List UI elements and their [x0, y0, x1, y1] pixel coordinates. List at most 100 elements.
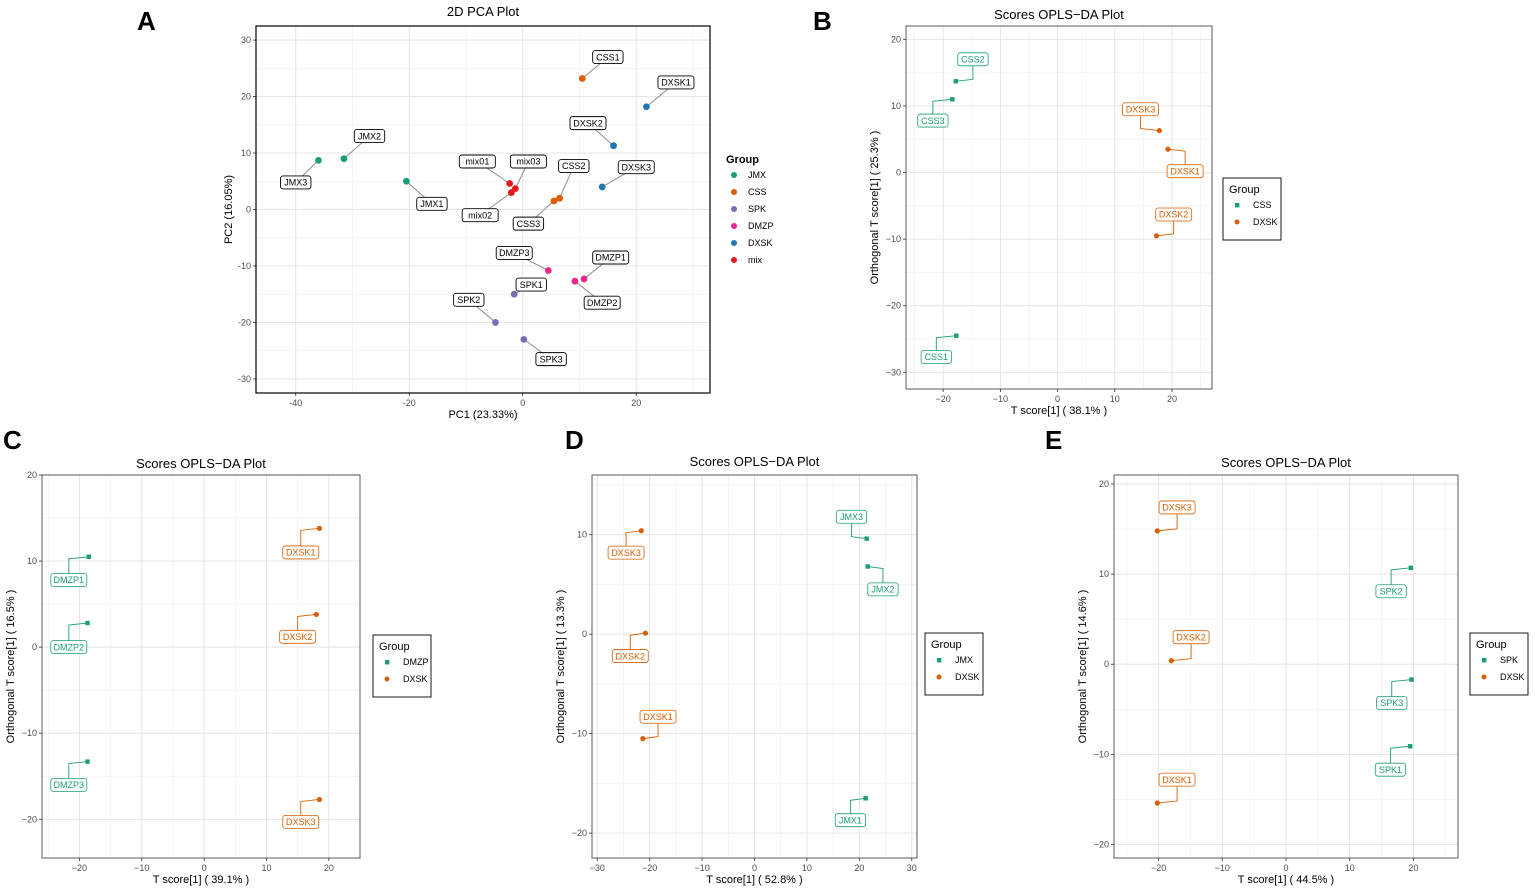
- point-label-box: [657, 75, 695, 90]
- legend-item-dmzp: DMZP: [403, 657, 429, 667]
- data-point-jmx3: [315, 156, 322, 164]
- y-tick-label: −20: [22, 814, 37, 824]
- data-point-dxsk3: [638, 528, 644, 534]
- y-tick-label: 20: [1099, 479, 1109, 489]
- y-tick-label: 10: [577, 530, 587, 540]
- x-tick-label: −10: [1215, 863, 1230, 873]
- chart-panel-c: −20 −10 0 10 20 −20 −10 0 10 20 Scores OPLS−DA Plo…: [5, 456, 432, 886]
- x-tick-label: −20: [642, 863, 657, 873]
- y-axis-title: Orthogonal T score[1] ( 25.3% ): [869, 131, 881, 285]
- legend-marker: [937, 658, 942, 663]
- legend-marker: [731, 189, 737, 195]
- y-tick-label: 0: [896, 168, 901, 178]
- x-tick-label: 20: [631, 398, 641, 408]
- legend-box: [924, 632, 984, 696]
- y-tick-label: 10: [891, 101, 901, 111]
- x-tick-label: 10: [1345, 863, 1355, 873]
- data-point-dmzp1: [580, 275, 588, 283]
- x-tick-label: 30: [907, 863, 917, 873]
- point-label: DMZP2: [587, 298, 618, 308]
- point-label-box: [920, 350, 952, 364]
- legend-title: Group: [1476, 639, 1507, 651]
- point-label-box: [453, 292, 485, 307]
- point-label: mix02: [468, 210, 492, 220]
- point-label: CSS1: [925, 352, 949, 362]
- point-label-box: [515, 277, 547, 292]
- data-point-dxsk3: [316, 796, 323, 803]
- point-label: JMX3: [284, 178, 307, 188]
- point-label: DXSK1: [1162, 775, 1192, 785]
- label-connector: [300, 527, 320, 546]
- y-tick-label: 0: [246, 205, 251, 215]
- legend-item-dxsk: DXSK: [403, 674, 428, 684]
- panel-letter-b: B: [813, 6, 832, 36]
- label-connector: [642, 723, 659, 740]
- x-tick-label: −20: [936, 394, 951, 404]
- point-label: DMZP1: [595, 253, 626, 263]
- x-tick-label: -40: [289, 398, 302, 408]
- data-point-jmx2: [865, 564, 870, 569]
- point-label-box: [592, 250, 630, 265]
- data-point-dxsk3: [598, 183, 606, 191]
- point-label: CSS2: [562, 161, 586, 171]
- legend-item-dxsk: DXSK: [1253, 217, 1278, 227]
- legend-box: [372, 634, 432, 698]
- label-connector: [68, 761, 88, 779]
- point-label-box: [458, 154, 496, 169]
- data-point-jmx3: [864, 536, 869, 541]
- legend-item-css: CSS: [748, 187, 767, 197]
- x-tick-label: 20: [1408, 863, 1418, 873]
- data-point-mix01: [506, 180, 514, 187]
- label-connector: [300, 799, 320, 816]
- label-connector: [851, 523, 867, 540]
- legend-marker: [731, 223, 737, 229]
- plot-border: [591, 474, 918, 859]
- data-point-dmzp3: [85, 759, 90, 764]
- legend-marker: [731, 172, 737, 178]
- point-label-box: [1166, 164, 1204, 179]
- y-tick-label: 20: [27, 470, 37, 480]
- legend-box: [1469, 632, 1529, 696]
- x-axis-title: T score[1] ( 38.1% ): [1011, 405, 1107, 417]
- legend: Group SPK DXSK: [1469, 632, 1529, 696]
- point-label-box: [535, 352, 567, 367]
- point-label-box: [1376, 696, 1408, 710]
- x-tick-label: −20: [1151, 863, 1166, 873]
- legend-marker: [731, 257, 737, 263]
- data-point-css3: [550, 197, 558, 205]
- data-point-dxsk1: [640, 736, 646, 742]
- plot-border: [41, 474, 361, 859]
- point-label: DMZP1: [54, 575, 85, 585]
- label-connector: [935, 335, 957, 351]
- point-label-box: [611, 649, 649, 663]
- x-axis-title: T score[1] ( 39.1% ): [153, 874, 249, 886]
- y-tick-label: 0: [1104, 659, 1109, 669]
- label-connector: [955, 65, 974, 82]
- label-connector: [1157, 513, 1178, 532]
- point-label-box: [639, 709, 677, 724]
- label-connector: [1157, 786, 1178, 804]
- point-label: DXSK2: [1176, 632, 1206, 642]
- point-label-box: [1158, 500, 1196, 515]
- data-point-jmx1: [863, 796, 868, 801]
- panel-letter-d: D: [565, 425, 584, 455]
- data-point-css2: [556, 194, 564, 202]
- point-label: DXSK2: [1159, 210, 1189, 220]
- data-point-dxsk1: [1154, 800, 1160, 806]
- label-connector: [867, 566, 884, 583]
- panel-letter-c: C: [3, 425, 22, 455]
- point-label-box: [569, 116, 607, 131]
- point-label: SPK1: [520, 280, 543, 290]
- data-point-spk2: [492, 319, 499, 326]
- legend-item-jmx: JMX: [955, 655, 973, 665]
- point-label-box: [416, 196, 448, 211]
- label-connector: [629, 632, 646, 650]
- legend-box: [1222, 177, 1282, 241]
- data-point-dmzp1: [86, 554, 91, 559]
- label-connector: [1390, 745, 1411, 764]
- point-label-box: [512, 216, 545, 231]
- plot-border: [255, 25, 711, 394]
- legend-item-spk: SPK: [748, 204, 766, 214]
- legend-item-dmzp: DMZP: [748, 221, 774, 231]
